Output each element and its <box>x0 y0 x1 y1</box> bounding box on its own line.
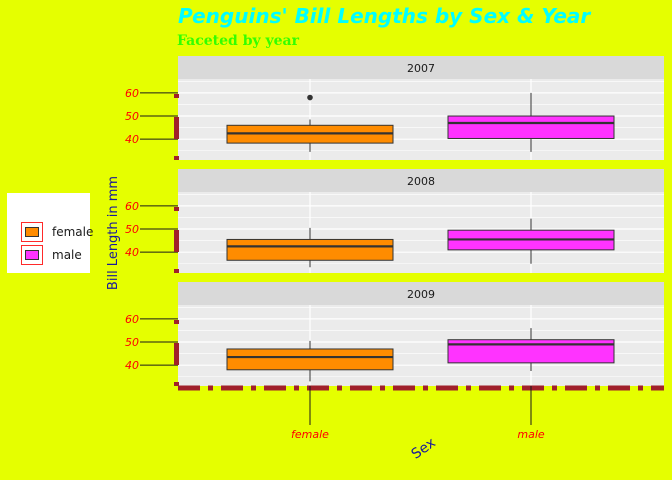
x-axis-title: Sex <box>409 435 439 463</box>
legend-key-female <box>21 222 43 242</box>
legend-swatch-male <box>25 250 39 260</box>
legend-label-male: male <box>52 248 82 262</box>
box-male <box>447 115 615 139</box>
boxplot-2007-female <box>226 94 394 152</box>
y-tick-label: 50 <box>125 110 139 123</box>
facet-strip-label-2007: 2007 <box>407 62 435 75</box>
boxplot-2008-female <box>226 227 394 268</box>
axis-dash <box>174 117 179 139</box>
chart-title: Penguins' Bill Lengths by Sex & Year <box>178 4 591 28</box>
y-tick-label: 50 <box>125 223 139 236</box>
boxplot-2009-male <box>447 328 615 371</box>
y-tick-label: 40 <box>125 359 139 372</box>
facet-strip-2008 <box>178 169 664 192</box>
axis-dash <box>174 94 179 98</box>
facet-strip-label-2008: 2008 <box>407 175 435 188</box>
boxplot-2008-male <box>447 218 615 264</box>
facet-strip-2007 <box>178 56 664 79</box>
y-tick-label: 40 <box>125 133 139 146</box>
y-tick-label: 50 <box>125 336 139 349</box>
axis-dash <box>174 207 179 211</box>
box-male <box>447 339 615 364</box>
axis-dash <box>174 382 179 386</box>
outlier-point <box>307 94 313 101</box>
legend-item-male: male <box>14 245 90 265</box>
axis-dash <box>174 156 179 160</box>
legend-key-male <box>21 245 43 265</box>
y-tick-label: 60 <box>125 313 139 326</box>
box-female <box>226 348 394 371</box>
y-tick-label: 40 <box>125 246 139 259</box>
y-tick-label: 60 <box>125 87 139 100</box>
x-tick-label-female: female <box>291 428 329 441</box>
axis-dash <box>174 269 179 273</box>
chart-subtitle: Faceted by year <box>177 33 300 49</box>
axis-dash <box>174 343 179 365</box>
legend: female male <box>7 193 94 273</box>
facet-strip-label-2009: 2009 <box>407 288 435 301</box>
legend-item-female: female <box>14 222 94 242</box>
y-axis-title: Bill Length in mm <box>106 176 121 290</box>
axis-dash <box>174 230 179 252</box>
axis-dash <box>174 320 179 324</box>
legend-swatch-female <box>25 227 39 237</box>
boxplot-2009-female <box>226 340 394 382</box>
box-female <box>226 238 394 261</box>
x-tick-label-male: male <box>517 428 545 441</box>
y-tick-label: 60 <box>125 200 139 213</box>
boxplot-2007-male <box>447 92 615 152</box>
facet-strip-2009 <box>178 282 664 305</box>
legend-label-female: female <box>52 225 94 239</box>
